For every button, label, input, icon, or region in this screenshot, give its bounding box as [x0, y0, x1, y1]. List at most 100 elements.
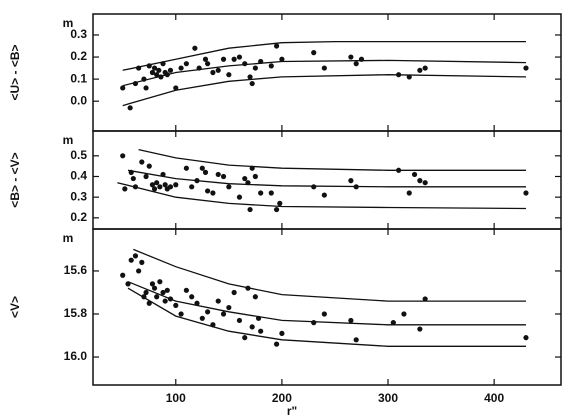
data-point: [353, 337, 359, 343]
data-point: [215, 67, 221, 73]
data-point: [167, 184, 174, 190]
data-point: [220, 311, 227, 317]
data-point: [143, 85, 149, 91]
envelope-curve: [133, 248, 526, 302]
data-point: [146, 63, 152, 69]
data-point: [143, 289, 149, 296]
data-point: [268, 190, 274, 196]
data-point: [321, 65, 327, 71]
y-tick-label: 0.3: [70, 27, 87, 41]
data-point: [273, 206, 280, 213]
data-point: [311, 320, 317, 326]
data-point: [321, 192, 327, 198]
data-point: [247, 206, 253, 213]
envelope-curve: [127, 169, 526, 188]
data-point: [245, 180, 251, 186]
y-tick-label: 16.0: [64, 349, 88, 363]
y-tick-label: 0.2: [70, 49, 87, 63]
data-point: [268, 63, 274, 69]
data-point: [127, 105, 133, 111]
data-point: [210, 69, 216, 76]
data-point: [143, 173, 149, 180]
data-point: [128, 169, 134, 175]
data-point: [122, 186, 128, 192]
data-point: [141, 294, 147, 300]
data-point: [406, 74, 412, 80]
data-point: [132, 253, 139, 259]
data-point: [311, 184, 317, 190]
data-point: [128, 257, 134, 263]
data-point: [173, 302, 179, 308]
data-point: [523, 65, 529, 71]
data-point: [164, 287, 170, 293]
data-point: [396, 167, 402, 173]
x-tick-label: 200: [272, 391, 292, 405]
envelope-curve: [122, 74, 527, 107]
data-point: [189, 184, 195, 190]
data-point: [247, 74, 253, 80]
data-point: [146, 163, 152, 169]
data-point: [157, 184, 163, 190]
data-point: [321, 311, 327, 317]
data-point: [149, 69, 156, 76]
data-point: [183, 165, 189, 171]
y-axis-label: <B> - <V>: [8, 152, 22, 207]
data-point: [162, 298, 168, 304]
data-point: [277, 200, 283, 206]
data-point: [120, 85, 126, 91]
envelope-curve: [122, 59, 527, 87]
data-point: [215, 298, 221, 304]
unit-label: m: [63, 16, 74, 30]
data-point: [396, 72, 402, 78]
data-point: [231, 289, 237, 296]
y-tick-label: 0.2: [70, 210, 87, 224]
data-point: [236, 194, 243, 200]
data-point: [151, 65, 158, 71]
y-tick-label: 0.4: [70, 169, 87, 183]
data-point: [231, 56, 237, 62]
envelope-curve: [122, 40, 526, 71]
data-point: [279, 56, 285, 62]
data-point: [417, 67, 423, 73]
data-point: [132, 80, 139, 87]
unit-label: m: [63, 133, 74, 147]
data-point: [146, 300, 152, 306]
data-point: [215, 171, 221, 178]
panel-frame: [92, 130, 562, 230]
data-point: [205, 188, 211, 194]
envelope-curve: [138, 148, 526, 171]
y-tick-label: 15.8: [64, 306, 88, 320]
data-point: [279, 330, 285, 336]
data-point: [136, 268, 142, 274]
data-point: [210, 190, 216, 196]
data-point: [154, 180, 160, 186]
data-point: [348, 54, 354, 60]
y-tick-label: 15.6: [64, 263, 88, 277]
y-tick-label: 0.1: [70, 71, 87, 85]
data-point: [194, 300, 200, 306]
data-point: [196, 65, 202, 71]
y-tick-label: 0.5: [70, 148, 87, 162]
data-point: [523, 190, 529, 196]
x-tick-label: 100: [166, 391, 186, 405]
data-point: [252, 294, 258, 300]
data-point: [236, 317, 243, 324]
data-point: [273, 341, 280, 347]
data-point: [252, 173, 258, 180]
data-point: [348, 178, 354, 184]
data-point: [162, 182, 168, 188]
data-point: [258, 328, 264, 334]
data-point: [202, 169, 209, 175]
data-point: [242, 175, 248, 182]
data-point: [132, 184, 139, 190]
data-point: [156, 67, 162, 73]
data-point: [348, 317, 354, 324]
data-point: [158, 74, 164, 80]
data-point: [199, 315, 205, 321]
data-point: [242, 335, 248, 341]
data-point: [183, 287, 189, 293]
data-point: [220, 56, 227, 62]
data-point: [173, 85, 179, 91]
data-point: [252, 65, 258, 71]
